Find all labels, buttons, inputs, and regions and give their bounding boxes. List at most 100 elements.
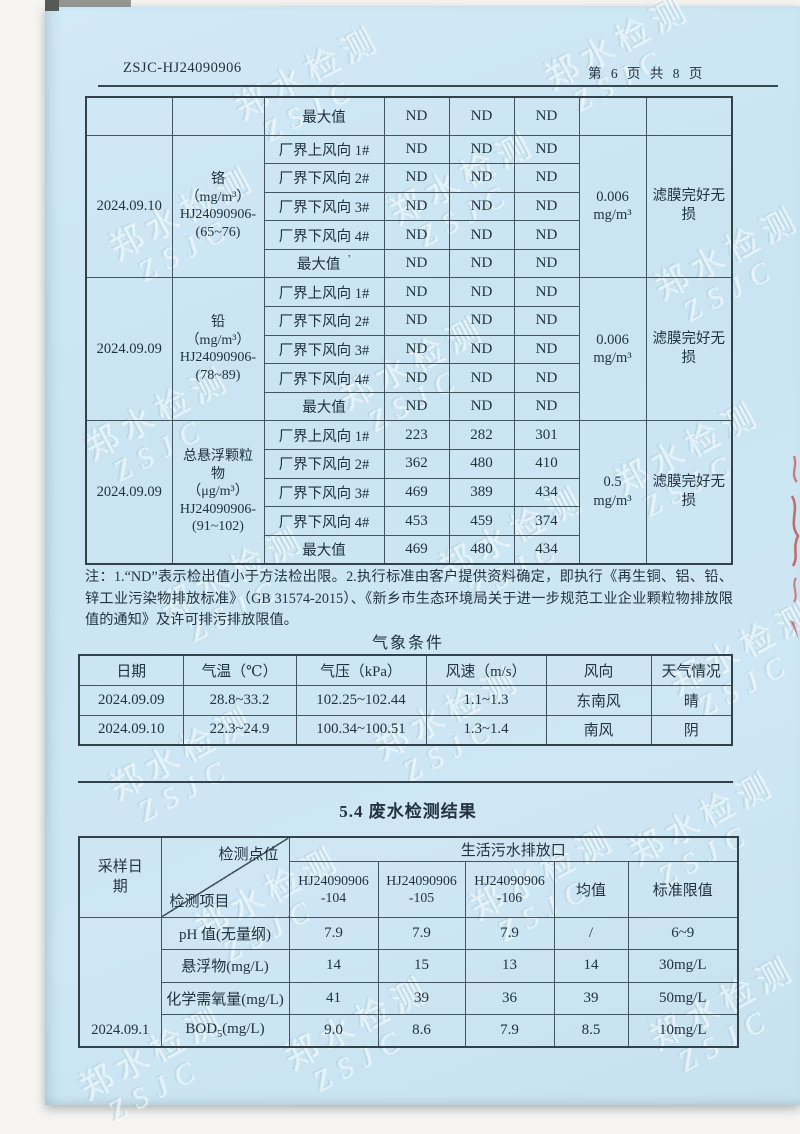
scan-edge-artifact [45, 0, 131, 7]
sampling-date-cell: 2024.09.1 [78, 916, 162, 1048]
empty-note-cell [645, 96, 733, 136]
weather-value-cell: 阴 [650, 714, 733, 746]
position-cell: 厂界下风向 4# [263, 506, 385, 536]
standard-limit-cell: 0.006 mg/m³ [578, 134, 647, 279]
sample-id-header-cell: HJ24090906 -105 [377, 860, 466, 918]
value-cell: 282 [448, 420, 515, 451]
value-cell: ND [448, 220, 515, 250]
weather-header-cell: 气压（kPa） [295, 654, 427, 686]
value-cell: ND [448, 363, 515, 393]
weather-title: 气象条件 [371, 635, 444, 652]
mean-cell: 14 [553, 949, 629, 983]
value-cell: ND [448, 391, 515, 422]
analyte-cell: 化学需氧量(mg/L) [160, 981, 290, 1015]
position-cell: 厂界下风向 3# [263, 477, 385, 508]
wastewater-section-title: 5.4 废水检测结果 [339, 802, 477, 821]
section-divider [78, 781, 733, 784]
value-cell: ND [383, 391, 450, 422]
value-cell: 374 [513, 506, 580, 536]
weather-header-cell: 气温（℃） [182, 654, 297, 686]
result-cell: 41 [288, 981, 379, 1015]
position-cell: 厂界上风向 1# [263, 277, 385, 308]
position-cell: 最大值 [263, 391, 385, 422]
result-cell: 14 [288, 949, 379, 983]
mean-header-cell: 均值 [553, 860, 629, 918]
position-cell: 厂界下风向 3# [263, 191, 385, 222]
position-cell: 最大值 [263, 96, 385, 136]
weather-value-cell: 2024.09.10 [78, 714, 184, 746]
value-cell: ND [513, 220, 580, 250]
sample-date-cell: 2024.09.09 [85, 420, 173, 565]
analyte-cell: 悬浮物(mg/L) [160, 949, 290, 983]
wastewater-table: 采样日期检测点位 检测项目 生活污水排放口 HJ24090906 -104 HJ24090… [78, 836, 739, 1048]
value-cell: ND [513, 96, 580, 136]
weather-value-cell: 28.8~33.2 [182, 684, 297, 716]
weather-value-cell: 1.3~1.4 [425, 714, 547, 746]
weather-value-cell: 102.25~102.44 [295, 684, 427, 716]
value-cell: ND [513, 248, 580, 279]
weather-value-cell: 2024.09.09 [78, 684, 184, 716]
position-cell: 厂界下风向 2# [263, 163, 385, 193]
value-cell: 469 [383, 477, 450, 508]
limit-cell: 30mg/L [627, 949, 739, 983]
result-cell: 8.6 [377, 1014, 466, 1048]
value-cell: ND [383, 277, 450, 308]
diagonal-top-label: 检测点位 [218, 847, 279, 863]
parameter-cell: 总悬浮颗粒物（μg/m³） HJ24090906- (91~102) [171, 420, 265, 565]
value-cell: 389 [448, 477, 515, 508]
parameter-cell: 铅（mg/m³） HJ24090906- (78~89) [171, 277, 265, 422]
value-cell: 410 [513, 449, 580, 479]
air-table: 最大值 ND ND ND 2024.09.10 铬（mg/m³） HJ24090906- (6… [85, 96, 733, 565]
mean-cell: 39 [553, 981, 629, 1015]
value-cell: ND [448, 277, 515, 308]
value-cell: ND [513, 134, 580, 165]
value-cell: ND [383, 363, 450, 393]
value-cell: ND [383, 191, 450, 222]
value-cell: ND [448, 306, 515, 336]
limit-header-cell: 标准限值 [627, 860, 739, 918]
sample-id-header-cell: HJ24090906 -104 [288, 860, 379, 918]
value-cell: ND [383, 334, 450, 365]
result-cell: 13 [464, 949, 555, 983]
value-cell: 459 [448, 506, 515, 536]
value-cell: ND [448, 191, 515, 222]
filter-note-cell: 滤膜完好无损 [645, 277, 733, 422]
result-cell: 36 [464, 981, 555, 1015]
position-cell: 最大值’ [263, 248, 385, 279]
value-cell: ND [383, 248, 450, 279]
diagonal-bottom-label: 检测项目 [169, 893, 230, 910]
value-cell: 434 [513, 534, 580, 565]
sample-id-header-cell: HJ24090906 -106 [464, 860, 555, 918]
weather-value-cell: 东南风 [545, 684, 652, 716]
weather-value-cell: 1.1~1.3 [425, 684, 547, 716]
position-cell: 厂界下风向 2# [263, 449, 385, 479]
value-cell: ND [513, 306, 580, 336]
analyte-cell: pH 值(无量纲) [160, 916, 290, 950]
scan-edge-artifact-dark [45, 0, 59, 11]
position-cell: 厂界下风向 3# [263, 334, 385, 365]
value-cell: ND [448, 163, 515, 193]
value-cell: ND [513, 191, 580, 222]
limit-cell: 10mg/L [627, 1014, 739, 1048]
diagonal-header-cell: 检测点位检测项目 [160, 836, 290, 918]
result-cell: 7.9 [288, 916, 379, 950]
outlet-group-header-cell: 生活污水排放口 [288, 836, 739, 862]
filter-note-cell: 滤膜完好无损 [645, 134, 733, 279]
weather-header-cell: 风速（m/s） [425, 654, 547, 686]
result-cell: 7.9 [464, 1014, 555, 1048]
report-number: ZSJC-HJ24090906 [123, 60, 242, 76]
value-cell: 469 [383, 534, 450, 565]
value-cell: ND [448, 248, 515, 279]
value-cell: ND [383, 163, 450, 193]
parameter-cell: 铬（mg/m³） HJ24090906- (65~76) [171, 134, 265, 279]
page-number: 第 6 页 共 8 页 [588, 66, 706, 81]
value-cell: ND [513, 334, 580, 365]
position-cell: 厂界上风向 1# [263, 420, 385, 451]
result-cell: 7.9 [377, 916, 466, 950]
position-cell: 厂界下风向 2# [263, 306, 385, 336]
position-cell: 厂界下风向 4# [263, 220, 385, 250]
position-cell: 最大值 [263, 534, 385, 565]
result-cell: 9.0 [288, 1014, 379, 1048]
mean-cell: 8.5 [553, 1014, 629, 1048]
